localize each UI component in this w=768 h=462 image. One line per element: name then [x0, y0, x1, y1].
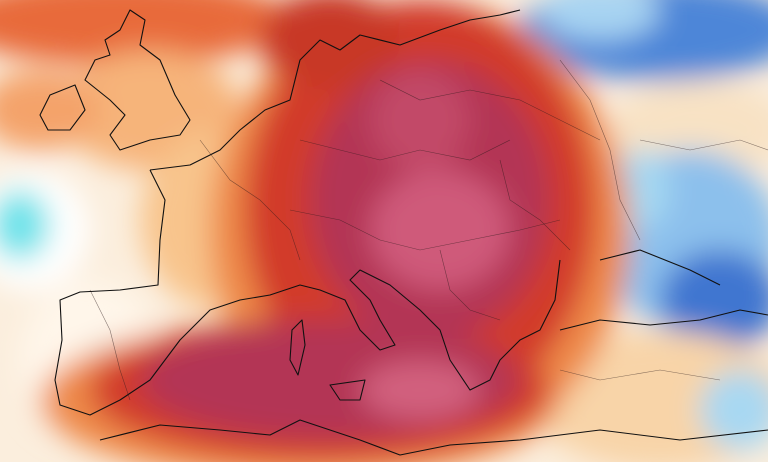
- border: [299, 139, 511, 161]
- border: [639, 139, 768, 151]
- cool-zone: [0, 190, 50, 260]
- border: [379, 79, 601, 141]
- coastline: [39, 84, 86, 131]
- border: [559, 59, 641, 241]
- coastline: [149, 9, 521, 171]
- extreme-zone: [360, 360, 480, 420]
- cold-zone: [660, 250, 768, 350]
- coastline: [599, 249, 721, 286]
- extreme-zone: [370, 170, 510, 290]
- cold-zone: [700, 370, 768, 450]
- coastline: [289, 319, 306, 376]
- extreme-zone: [370, 70, 470, 170]
- border: [499, 159, 571, 251]
- coastlines: [39, 9, 768, 456]
- border: [289, 209, 561, 251]
- coastline: [329, 379, 366, 401]
- border: [439, 249, 501, 321]
- border: [89, 289, 131, 401]
- coastline: [99, 419, 768, 456]
- border: [199, 139, 301, 261]
- coastline: [559, 309, 768, 331]
- coastline: [84, 9, 191, 151]
- warm-zone: [0, 70, 100, 150]
- border: [559, 369, 721, 381]
- cold-zone: [540, 0, 660, 40]
- borders: [89, 59, 768, 401]
- coastline: [54, 169, 561, 416]
- warm-zone: [0, 0, 290, 65]
